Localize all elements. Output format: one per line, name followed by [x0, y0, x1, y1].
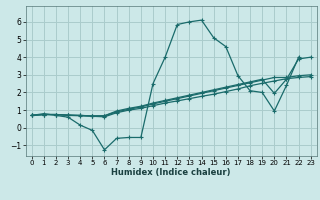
X-axis label: Humidex (Indice chaleur): Humidex (Indice chaleur)	[111, 168, 231, 177]
